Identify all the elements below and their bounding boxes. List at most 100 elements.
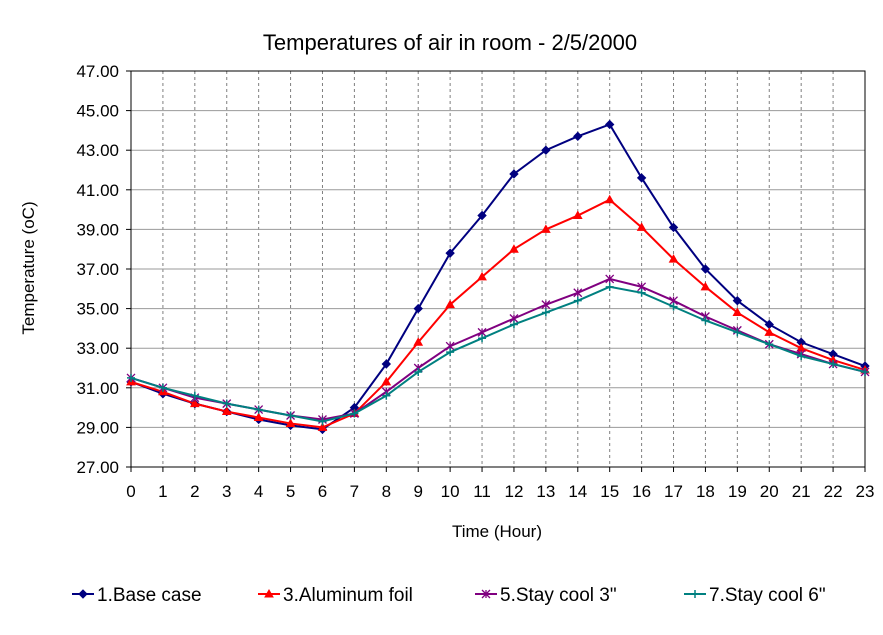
x-tick-label: 21 bbox=[792, 482, 811, 501]
x-tick-label: 11 bbox=[473, 482, 491, 501]
series-4-point bbox=[829, 360, 838, 369]
x-tick-label: 22 bbox=[824, 482, 843, 501]
series-2-point bbox=[317, 422, 328, 431]
legend-item: 1.Base case bbox=[72, 585, 202, 606]
x-tick-label: 9 bbox=[413, 482, 422, 501]
x-tick-label: 15 bbox=[600, 482, 619, 501]
y-tick-label: 47.00 bbox=[76, 62, 119, 81]
x-tick-label: 2 bbox=[190, 482, 199, 501]
legend-item: 5.Stay cool 3" bbox=[475, 585, 617, 606]
series-4-point bbox=[605, 282, 614, 291]
series-2-point bbox=[253, 412, 264, 421]
legend: 1.Base case 3.Aluminum foil 5.Stay cool 3"… bbox=[72, 585, 826, 606]
series-4-point bbox=[254, 405, 263, 414]
series-3-point bbox=[573, 288, 583, 298]
legend-marker bbox=[78, 589, 88, 599]
plot-area: 27.00 29.00 31.00 33.00 35.00 37.00 39.00 41.00… bbox=[76, 62, 874, 501]
series-4-line bbox=[130, 285, 866, 423]
series-4-point bbox=[669, 302, 678, 311]
x-tick-label: 4 bbox=[254, 482, 263, 501]
x-tick-label: 6 bbox=[318, 482, 327, 501]
y-tick-label: 35.00 bbox=[76, 300, 119, 319]
x-tick-label: 12 bbox=[504, 482, 523, 501]
x-tick-label: 16 bbox=[632, 482, 651, 501]
legend-item: 7.Stay cool 6" bbox=[684, 585, 826, 606]
series-2-point bbox=[732, 307, 743, 317]
series-1-point bbox=[700, 264, 711, 274]
x-axis-label: Time (Hour) bbox=[452, 522, 542, 541]
x-tick-label: 3 bbox=[222, 482, 231, 501]
series-2-point bbox=[604, 194, 615, 204]
legend-item: 3.Aluminum foil bbox=[258, 585, 413, 606]
series-1-point bbox=[509, 169, 519, 179]
x-tick-label: 18 bbox=[696, 482, 715, 501]
series-2-point bbox=[189, 398, 200, 408]
y-tick-label: 27.00 bbox=[76, 458, 119, 477]
series-4-point bbox=[573, 296, 582, 305]
x-tick-label: 14 bbox=[568, 482, 587, 501]
y-tick-label: 45.00 bbox=[76, 102, 119, 121]
series-4-point bbox=[222, 399, 231, 408]
series-2-point bbox=[572, 210, 583, 220]
y-tick-label: 39.00 bbox=[76, 220, 119, 239]
series-3-line bbox=[130, 277, 866, 421]
x-tick-label: 0 bbox=[126, 482, 135, 501]
series-1-point bbox=[732, 295, 743, 306]
legend-label: 5.Stay cool 3" bbox=[500, 585, 617, 606]
series-4-point bbox=[478, 334, 487, 343]
x-tick-label: 1 bbox=[158, 482, 167, 501]
legend-marker bbox=[264, 588, 274, 598]
series-1-point bbox=[413, 303, 423, 314]
y-tick-label: 29.00 bbox=[76, 418, 119, 437]
series-4-point bbox=[797, 352, 806, 361]
series-2-line bbox=[130, 198, 866, 429]
legend-marker bbox=[691, 590, 699, 598]
x-tick-label: 17 bbox=[664, 482, 683, 501]
series-1-point bbox=[573, 131, 583, 142]
series-2-point bbox=[668, 254, 679, 263]
series-2-point bbox=[700, 281, 711, 291]
x-tick-label: 7 bbox=[350, 482, 359, 501]
legend-marker bbox=[481, 589, 491, 599]
y-tick-label: 33.00 bbox=[76, 339, 119, 358]
chart-title: Temperatures of air in room - 2/5/2000 bbox=[263, 30, 637, 55]
x-tick-label: 20 bbox=[760, 482, 779, 501]
y-tick-label: 37.00 bbox=[76, 260, 119, 279]
legend-label: 1.Base case bbox=[97, 585, 202, 606]
x-tick-label: 19 bbox=[728, 482, 747, 501]
series-1-point bbox=[604, 119, 615, 130]
series-4-point bbox=[414, 367, 423, 376]
series-4-point bbox=[158, 383, 167, 392]
x-tick-label: 8 bbox=[382, 482, 391, 501]
series-4-point bbox=[541, 308, 550, 317]
y-tick-label: 43.00 bbox=[76, 141, 119, 160]
series-4-point bbox=[382, 391, 391, 400]
series-1-point bbox=[445, 248, 455, 258]
series-4-point bbox=[701, 316, 710, 325]
series-4-point bbox=[190, 391, 199, 400]
series-1-point bbox=[541, 145, 551, 155]
series-4-point bbox=[861, 367, 869, 376]
x-tick-label: 13 bbox=[536, 482, 555, 501]
series-2-point bbox=[541, 224, 551, 233]
series-4-point bbox=[733, 328, 742, 337]
series-1-point bbox=[477, 210, 487, 221]
series-4-point bbox=[509, 320, 518, 329]
y-axis-label: Temperature (oC) bbox=[19, 201, 38, 334]
series-2-point bbox=[221, 406, 232, 416]
series-2-point bbox=[285, 418, 296, 427]
y-tick-label: 41.00 bbox=[76, 181, 119, 200]
legend-label: 3.Aluminum foil bbox=[283, 585, 413, 606]
series-1-point bbox=[636, 173, 647, 183]
x-tick-label: 5 bbox=[286, 482, 295, 501]
series-2-point bbox=[381, 376, 392, 386]
series-4-point bbox=[127, 373, 135, 382]
series-4-point bbox=[446, 348, 455, 357]
series-1-line bbox=[130, 123, 866, 431]
series-1-point bbox=[381, 359, 392, 369]
legend-label: 7.Stay cool 6" bbox=[709, 585, 826, 606]
x-tick-label: 23 bbox=[856, 482, 875, 501]
series-3-point bbox=[605, 274, 615, 284]
series-3-point bbox=[541, 300, 551, 310]
